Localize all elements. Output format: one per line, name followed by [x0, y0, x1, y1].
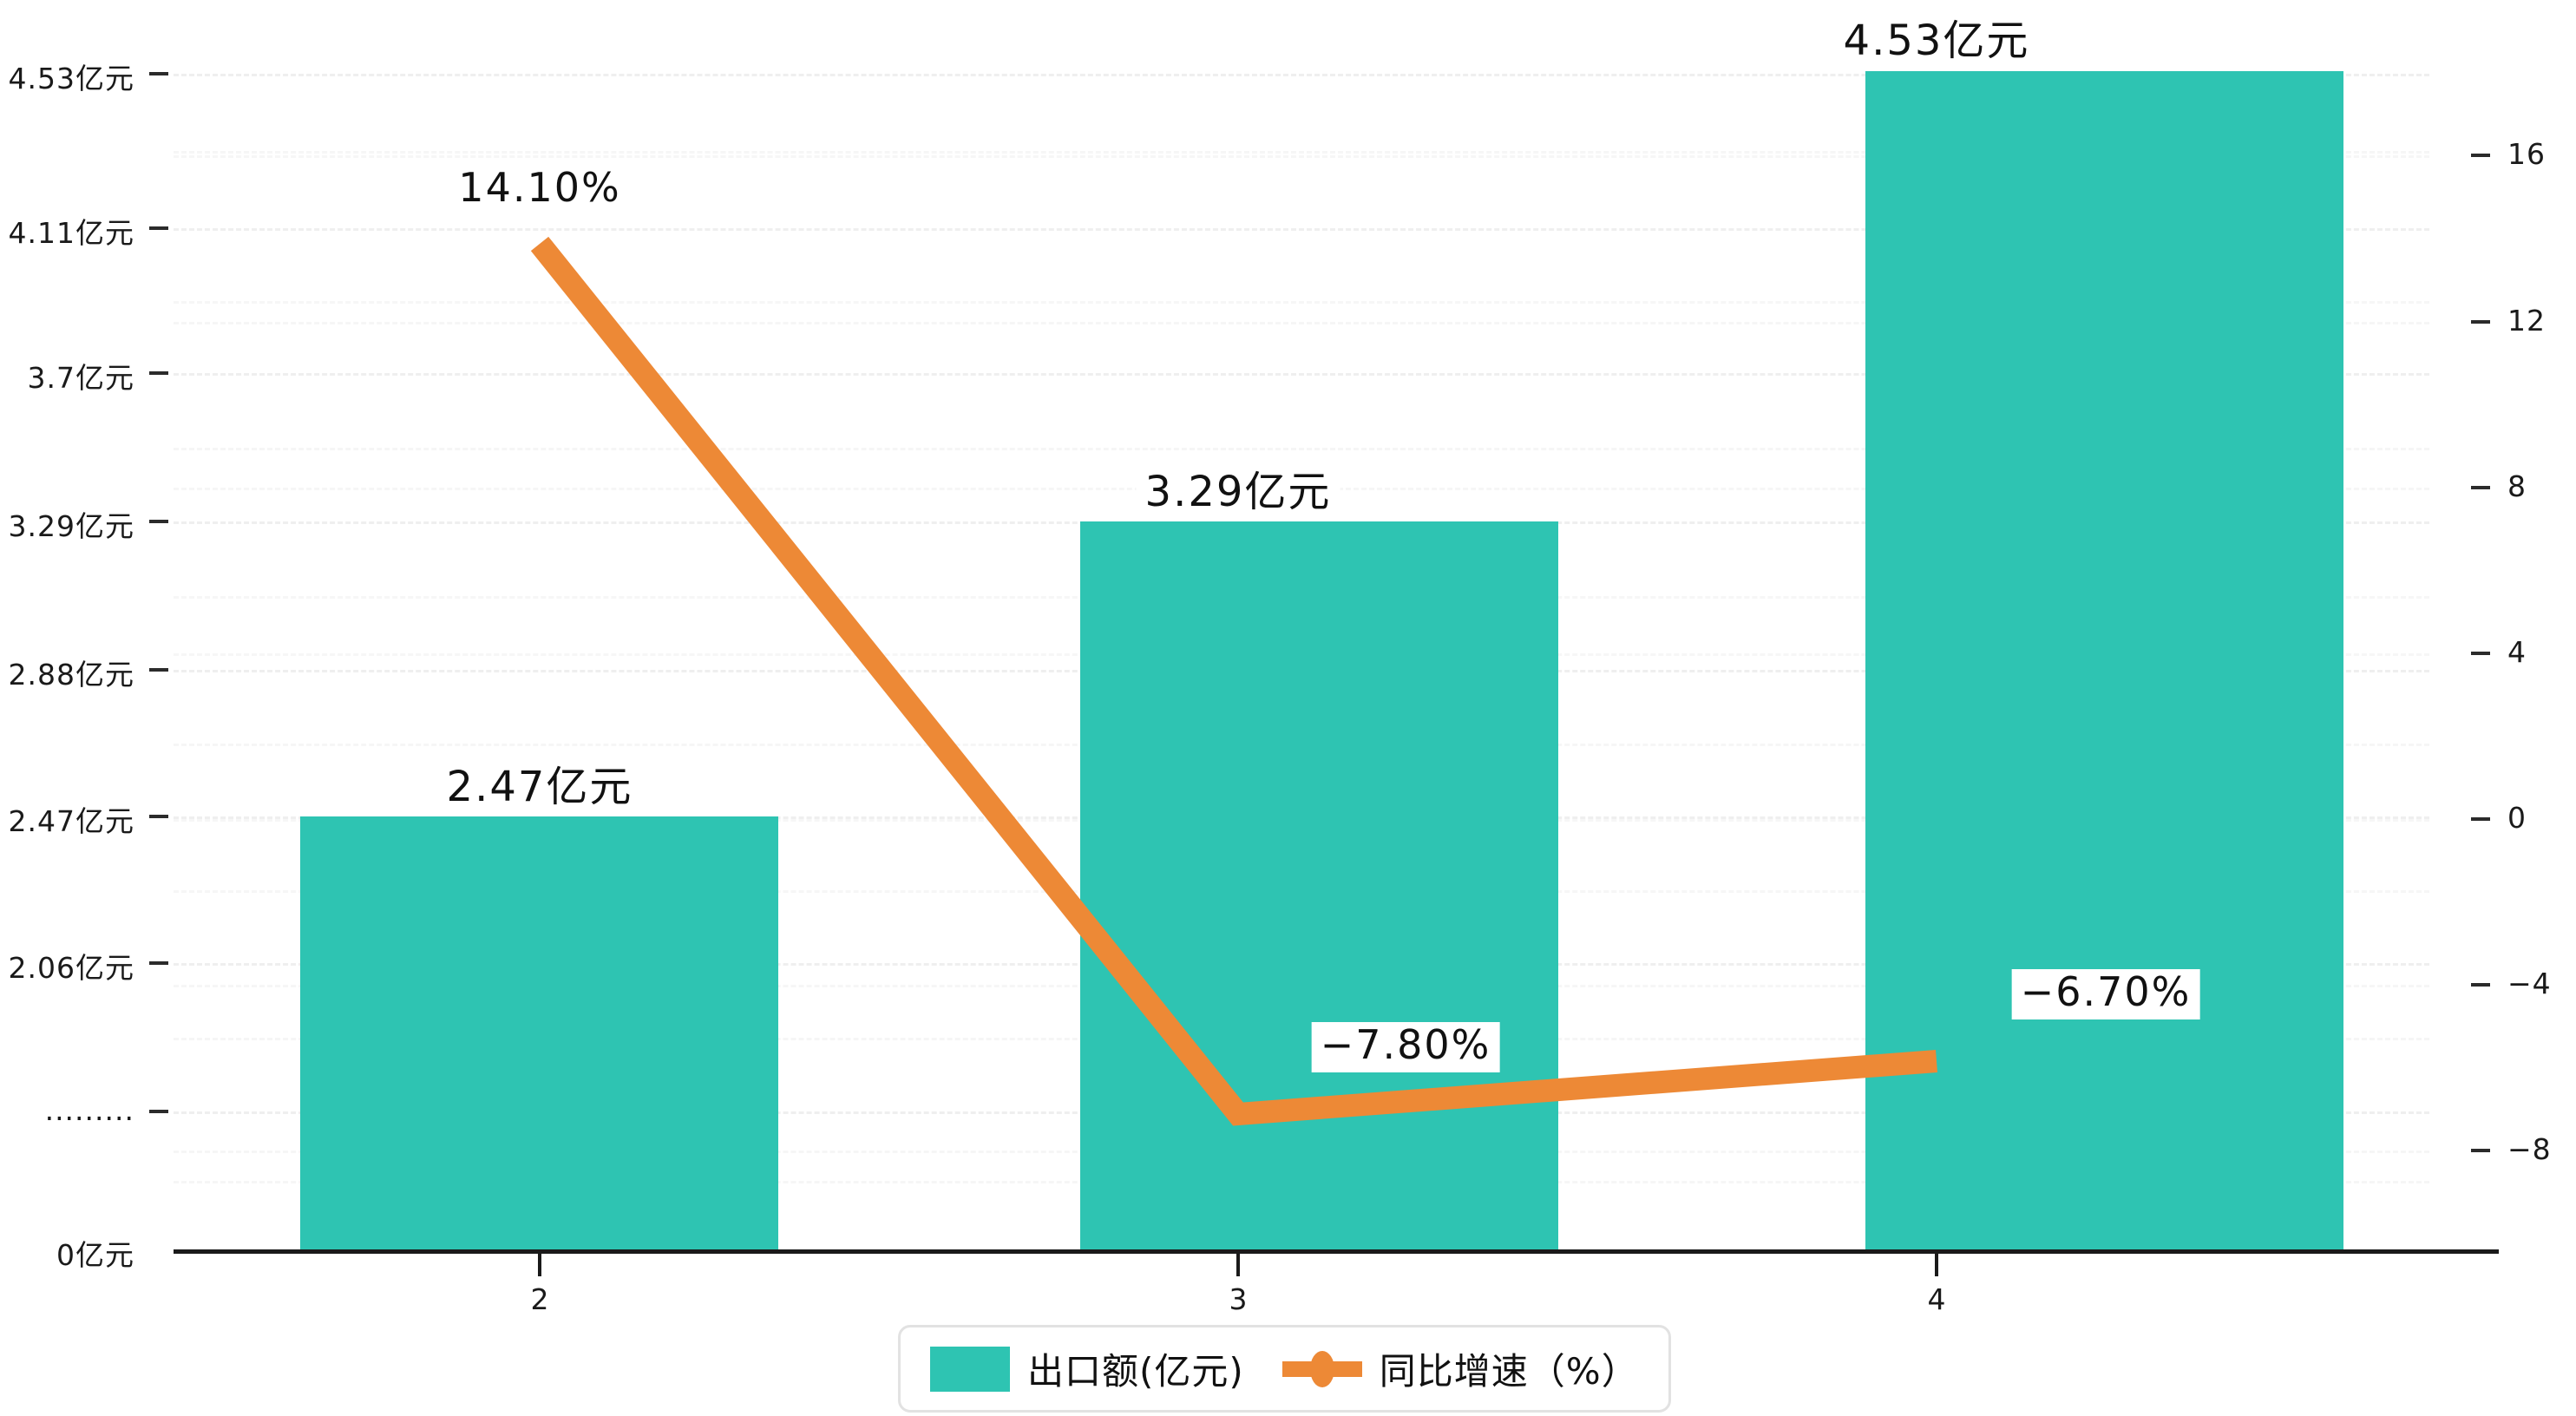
y-axis-left-label: 3.29亿元 [8, 509, 134, 543]
y-axis-right-tick [2471, 652, 2490, 655]
y-axis-right-label: −8 [2507, 1132, 2552, 1166]
x-axis-tick [538, 1254, 541, 1276]
bar-value-label: 2.47亿元 [437, 764, 642, 816]
legend-item-label: 出口额(亿元) [1027, 1350, 1244, 1393]
y-axis-left-tick [149, 371, 168, 375]
y-axis-left-label: 2.88亿元 [8, 658, 134, 692]
gridline-minor [174, 155, 2429, 158]
y-axis-left-tick [149, 72, 168, 75]
y-axis-right-label: 0 [2507, 801, 2527, 835]
y-axis-right-label: 12 [2507, 304, 2546, 338]
bar-3 [1080, 521, 1558, 1249]
y-axis-left-label: 4.11亿元 [8, 216, 134, 250]
legend-item-label: 同比增速（%） [1379, 1350, 1639, 1393]
line-value-label: −6.70% [2011, 969, 2200, 1019]
x-axis-line [174, 1249, 2499, 1254]
y-axis-left-tick [149, 520, 168, 523]
y-axis-right-tick [2471, 320, 2490, 324]
y-axis-right-label: 8 [2507, 469, 2527, 503]
y-axis-right-tick [2471, 1149, 2490, 1152]
y-axis-right-tick [2471, 983, 2490, 987]
legend-item-line[interactable]: 同比增速（%） [1281, 1342, 1639, 1395]
y-axis-right-tick [2471, 486, 2490, 489]
x-axis-label: 2 [530, 1282, 549, 1316]
y-axis-left-label: 3.7亿元 [27, 361, 134, 395]
gridline-major [174, 228, 2429, 231]
y-axis-right-tick [2471, 154, 2490, 157]
x-axis-tick [1236, 1254, 1240, 1276]
x-axis-label: 4 [1927, 1282, 1946, 1316]
x-axis-tick [1935, 1254, 1938, 1276]
y-axis-left-label: 0亿元 [56, 1238, 134, 1272]
y-axis-left-label: 4.53亿元 [8, 62, 134, 95]
y-axis-left-label: 2.47亿元 [8, 804, 134, 838]
bar-value-label: 3.29亿元 [1136, 469, 1340, 521]
y-axis-right-label: −4 [2507, 967, 2552, 1000]
y-axis-right-label: 4 [2507, 635, 2527, 669]
bar-4 [1865, 71, 2343, 1249]
y-axis-left-tick [149, 961, 168, 965]
y-axis-left-label: 2.06亿元 [8, 951, 134, 985]
y-axis-left-tick [149, 668, 168, 672]
gridline-major [174, 74, 2429, 76]
legend-bar-swatch-icon [930, 1346, 1010, 1392]
y-axis-right-tick [2471, 817, 2490, 821]
y-axis-left-tick [149, 226, 168, 230]
gridline-minor [174, 151, 2429, 154]
y-axis-left-label: ......... [44, 1093, 134, 1127]
y-axis-left-tick [149, 815, 168, 818]
line-value-label: −7.80% [1311, 1022, 1500, 1072]
legend-line-swatch-icon [1281, 1347, 1362, 1392]
legend-item-bar[interactable]: 出口额(亿元) [930, 1342, 1244, 1395]
y-axis-right-label: 16 [2507, 137, 2546, 171]
bar-value-label: 4.53亿元 [1834, 17, 2039, 69]
x-axis-label: 3 [1229, 1282, 1248, 1316]
y-axis-left-tick [149, 1110, 168, 1113]
chart-legend[interactable]: 出口额(亿元) 同比增速（%） [898, 1325, 1671, 1413]
line-value-label: 14.10% [449, 165, 630, 215]
bar-2 [300, 816, 778, 1249]
